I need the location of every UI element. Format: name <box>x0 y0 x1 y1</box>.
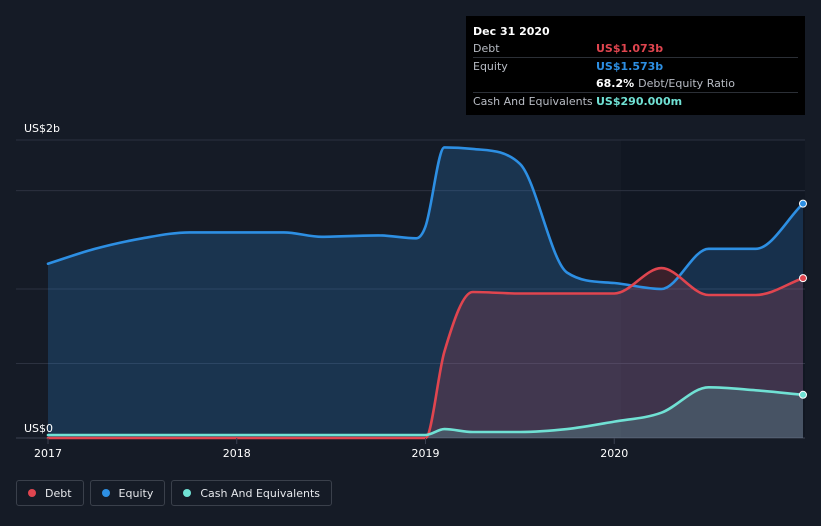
tooltip-ratio-row: 68.2% Debt/Equity Ratio <box>473 75 798 93</box>
legend-item-equity[interactable]: Equity <box>89 480 166 506</box>
x-tick-label: 2020 <box>600 447 628 460</box>
data-tooltip: Dec 31 2020 Debt US$1.073b Equity US$1.5… <box>466 16 805 115</box>
x-tick-label: 2017 <box>34 447 62 460</box>
tooltip-ratio-label: Debt/Equity Ratio <box>638 77 735 90</box>
y-tick-label: US$2b <box>24 122 60 135</box>
legend-equity-label: Equity <box>118 486 154 500</box>
tooltip-equity-value: US$1.573b <box>596 60 664 73</box>
debt-endpoint <box>799 274 807 283</box>
x-tick-label: 2018 <box>223 447 251 460</box>
equity-endpoint <box>799 199 807 208</box>
tooltip-debt-label: Debt <box>473 42 500 55</box>
cash-and-equivalents-area <box>48 387 803 438</box>
legend-cash-label: Cash And Equivalents <box>200 486 320 500</box>
tooltip-cash-label: Cash And Equivalents <box>473 95 593 108</box>
x-tick-label: 2019 <box>412 447 440 460</box>
equity-line <box>46 146 805 291</box>
chart-legend: Debt Equity Cash And Equivalents <box>16 480 332 506</box>
legend-item-cash[interactable]: Cash And Equivalents <box>171 480 332 506</box>
tooltip-cash-value: US$290.000m <box>596 95 683 108</box>
cash-and-equivalents-endpoint <box>799 390 807 399</box>
tooltip-equity-label: Equity <box>473 60 508 73</box>
cash-and-equivalents-line <box>46 386 805 437</box>
equity-dot-icon <box>101 489 110 497</box>
tooltip-ratio-value: 68.2% <box>596 77 635 90</box>
tooltip-equity-row: Equity US$1.573b <box>473 58 798 75</box>
tooltip-cash-row: Cash And Equivalents US$290.000m <box>473 93 798 110</box>
tooltip-date: Dec 31 2020 <box>473 25 550 38</box>
legend-debt-label: Debt <box>45 486 72 500</box>
debt-line <box>46 266 805 440</box>
tooltip-debt-value: US$1.073b <box>596 42 664 55</box>
tooltip-debt-row: Debt US$1.073b <box>473 40 798 58</box>
debt-dot-icon <box>28 489 36 497</box>
y-tick-label: US$0 <box>24 422 53 435</box>
debt-area <box>48 268 803 438</box>
cash-dot-icon <box>183 489 192 497</box>
equity-area <box>48 147 803 438</box>
legend-item-debt[interactable]: Debt <box>16 480 84 506</box>
